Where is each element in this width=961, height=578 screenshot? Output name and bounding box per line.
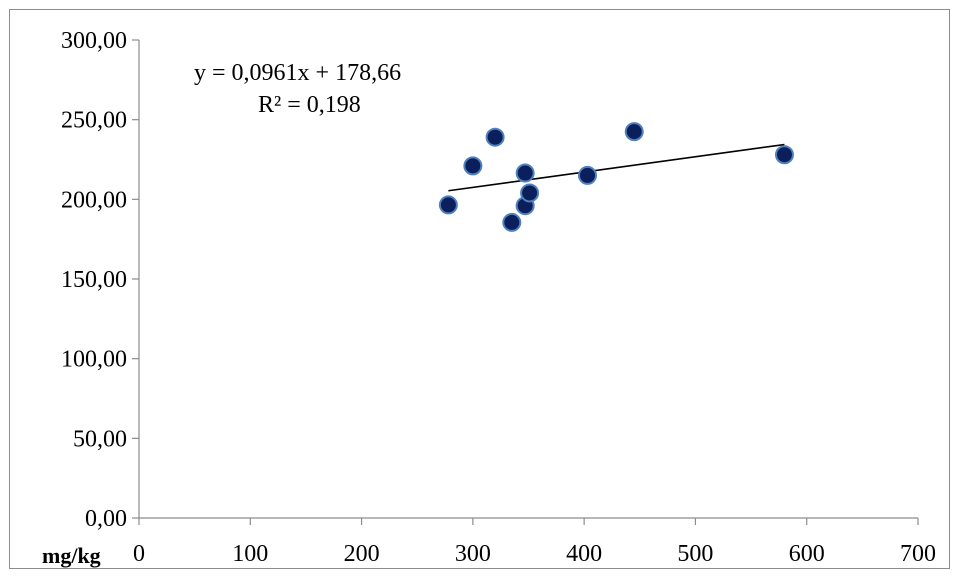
x-tick-label: 200 — [344, 541, 380, 567]
chart-frame — [9, 9, 950, 569]
data-points — [438, 122, 794, 232]
y-tick-label: 250,00 — [61, 108, 127, 134]
labels: y = 0,0961x + 178,66 R² = 0,198 mg/kg — [42, 60, 401, 568]
x-tick-label: 0 — [133, 541, 145, 567]
data-point — [438, 195, 458, 215]
data-point — [577, 165, 597, 185]
trendline-layer — [448, 143, 785, 192]
data-point — [485, 127, 505, 147]
trendline-equation: y = 0,0961x + 178,66 — [194, 60, 401, 86]
x-tick-label: 100 — [232, 541, 268, 567]
y-tick-label: 100,00 — [61, 347, 127, 373]
x-axis-label: mg/kg — [42, 543, 101, 568]
trendline — [448, 143, 785, 192]
data-point — [502, 212, 522, 232]
data-point — [624, 122, 644, 142]
x-tick-label: 300 — [455, 541, 491, 567]
x-tick-label: 500 — [677, 541, 713, 567]
data-point — [774, 145, 794, 165]
x-tick-label: 600 — [789, 541, 825, 567]
y-tick-label: 150,00 — [61, 267, 127, 293]
r-squared-label: R² = 0,198 — [258, 92, 361, 118]
y-tick-label: 200,00 — [61, 187, 127, 213]
x-tick-label: 400 — [566, 541, 602, 567]
x-tick-label: 700 — [900, 541, 936, 567]
data-point — [463, 156, 483, 176]
data-point — [515, 163, 535, 183]
axes: 0,00 50,00 100,00 150,00 200,00 250,00 300,00 0… — [61, 28, 936, 567]
y-tick-label: 0,00 — [85, 506, 127, 532]
y-tick-label: 300,00 — [61, 28, 127, 54]
data-point — [520, 183, 540, 203]
y-tick-label: 50,00 — [73, 426, 127, 452]
